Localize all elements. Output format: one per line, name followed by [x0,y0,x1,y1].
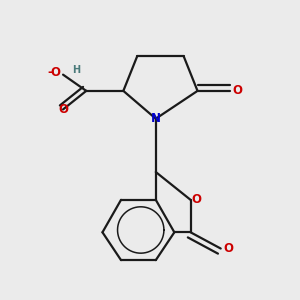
Text: O: O [192,193,202,206]
Text: O: O [223,242,233,255]
Text: O: O [232,84,242,98]
Text: -: - [48,66,53,79]
Text: O: O [58,103,68,116]
Text: N: N [151,112,161,125]
Text: O: O [51,66,61,79]
Text: H: H [72,65,80,75]
